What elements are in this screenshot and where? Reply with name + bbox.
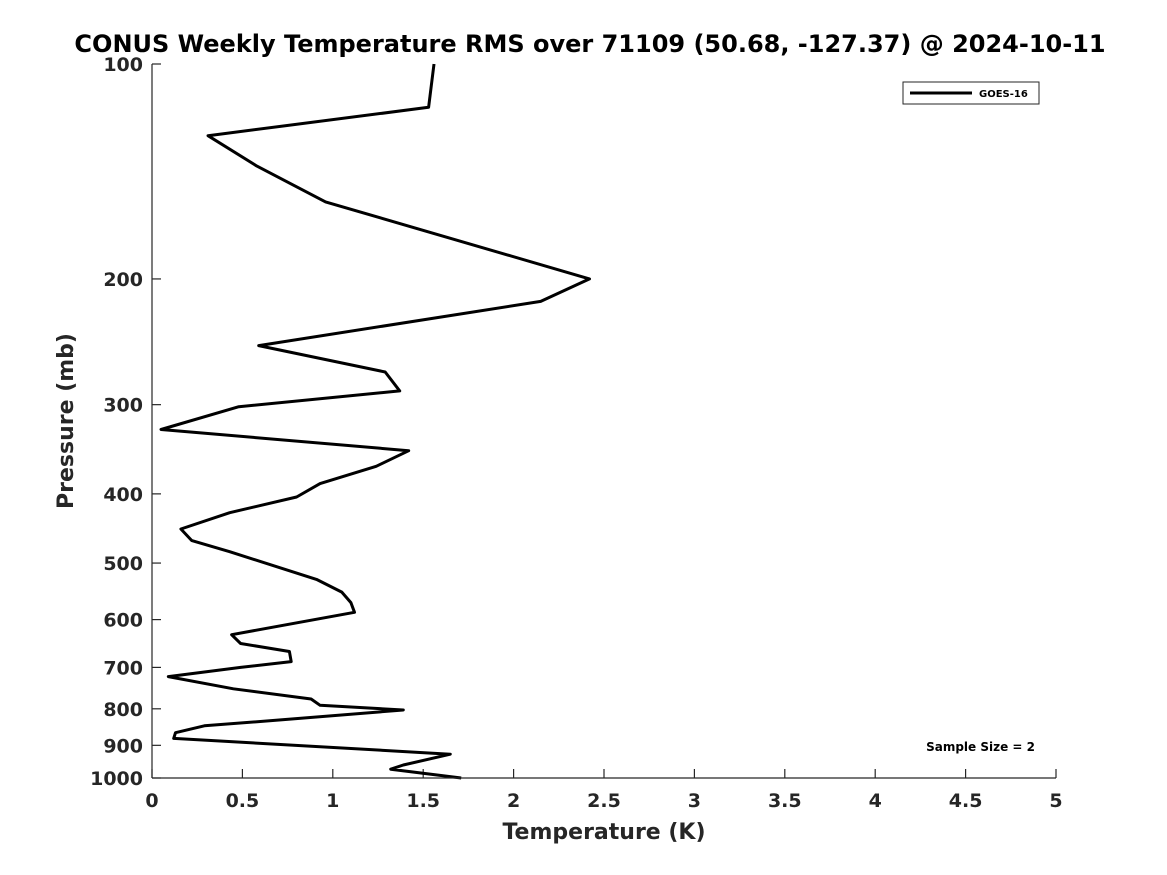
y-tick-label: 900 <box>103 735 143 757</box>
x-tick-label: 3.5 <box>768 790 802 812</box>
sample-size-annotation: Sample Size = 2 <box>926 740 1035 754</box>
y-axis-label: Pressure (mb) <box>54 333 79 509</box>
y-tick-label: 600 <box>103 610 143 632</box>
y-tick-label: 200 <box>103 269 143 291</box>
y-tick-label: 500 <box>103 553 143 575</box>
y-tick-label: 400 <box>103 484 143 506</box>
y-tick-label: 1000 <box>90 768 143 790</box>
x-tick-label: 4 <box>869 790 882 812</box>
x-tick-label: 4.5 <box>949 790 983 812</box>
y-tick-label: 800 <box>103 699 143 721</box>
x-tick-label: 2 <box>507 790 520 812</box>
x-tick-label: 0.5 <box>226 790 260 812</box>
axis-ticks: 0 0.5 1 1.5 2 2.5 3 3.5 4 4.5 5 100 200 300 400 500 600 7… <box>90 54 1063 812</box>
x-tick-label: 3 <box>688 790 701 812</box>
y-tick-label: 100 <box>103 54 143 76</box>
x-tick-label: 2.5 <box>587 790 621 812</box>
legend-label-goes-16: GOES-16 <box>979 89 1028 100</box>
y-tick-label: 700 <box>103 657 143 679</box>
series-line-goes-16 <box>159 63 591 780</box>
chart-title: CONUS Weekly Temperature RMS over 71109 … <box>74 30 1105 58</box>
legend: GOES-16 <box>902 81 1040 105</box>
x-axis-label: Temperature (K) <box>502 820 705 845</box>
x-tick-label: 1.5 <box>406 790 440 812</box>
x-tick-label: 5 <box>1049 790 1062 812</box>
y-tick-label: 300 <box>103 395 143 417</box>
x-tick-label: 0 <box>145 790 158 812</box>
x-tick-label: 1 <box>326 790 339 812</box>
